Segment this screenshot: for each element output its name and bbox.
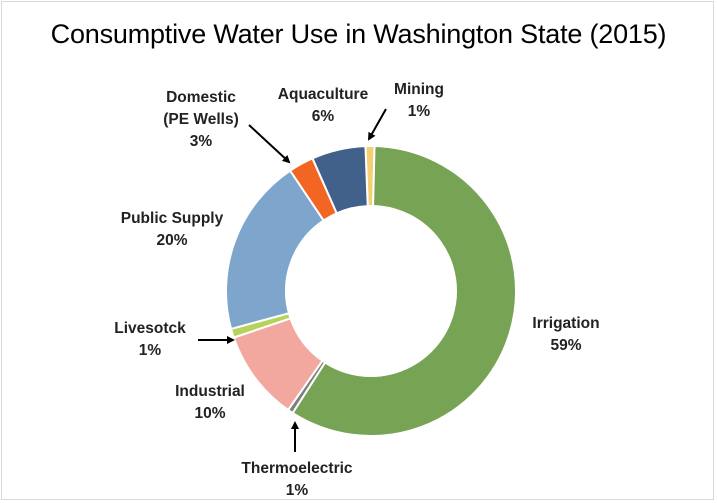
label-mining-name: Mining <box>394 81 444 98</box>
label-livestock: Livesotck 1% <box>114 320 235 359</box>
label-aquaculture: Aquaculture 6% <box>278 86 369 125</box>
label-industrial-name: Industrial <box>175 383 245 400</box>
slice-aquaculture <box>311 145 369 215</box>
label-aquaculture-pct: 6% <box>312 108 335 125</box>
label-irrigation: Irrigation 59% <box>532 315 599 354</box>
chart-title: Consumptive Water Use in Washington Stat… <box>50 19 667 49</box>
label-mining: Mining 1% <box>368 81 444 141</box>
label-industrial-pct: 10% <box>194 405 225 422</box>
label-thermoelectric-pct: 1% <box>286 482 309 499</box>
label-industrial: Industrial 10% <box>175 383 245 422</box>
label-domestic: Domestic (PE Wells) 3% <box>163 89 291 164</box>
label-domestic-pct: 3% <box>190 133 213 150</box>
donut-slices <box>225 145 517 437</box>
arrow-mining <box>368 108 387 141</box>
label-livestock-pct: 1% <box>139 342 162 359</box>
label-thermoelectric: Thermoelectric 1% <box>241 421 353 499</box>
label-public-supply-pct: 20% <box>156 232 187 249</box>
label-domestic-name-line2: (PE Wells) <box>163 111 239 128</box>
slice-irrigation <box>291 145 517 437</box>
label-aquaculture-name: Aquaculture <box>278 86 369 103</box>
label-irrigation-pct: 59% <box>550 337 581 354</box>
label-public-supply: Public Supply 20% <box>121 210 224 249</box>
label-domestic-name-line1: Domestic <box>166 89 236 106</box>
label-irrigation-name: Irrigation <box>532 315 599 332</box>
label-mining-pct: 1% <box>408 103 431 120</box>
label-thermoelectric-name: Thermoelectric <box>241 460 353 477</box>
label-livestock-name: Livesotck <box>114 320 186 337</box>
arrow-domestic <box>248 124 291 164</box>
label-public-supply-name: Public Supply <box>121 210 224 227</box>
